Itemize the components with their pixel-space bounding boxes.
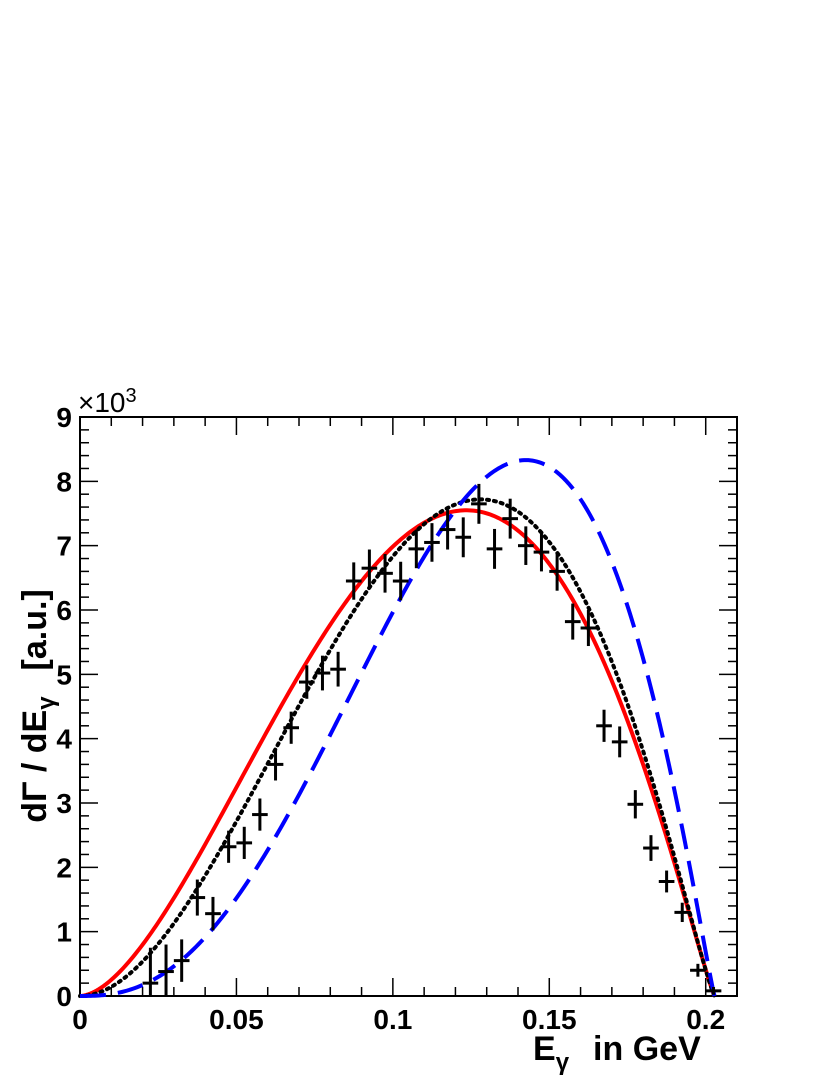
x-tick-label: 0 [72, 1004, 88, 1035]
data-point [361, 549, 378, 587]
tick-labels: 0 0.05 0.1 0.15 0.2 0 1 2 3 4 5 6 7 8 9 [56, 402, 725, 1035]
curve-dashed [80, 458, 717, 998]
data-point [424, 523, 440, 562]
data-point [705, 986, 722, 995]
y-tick-label: 5 [56, 659, 72, 690]
data-point [690, 963, 706, 977]
data-point [392, 561, 409, 601]
y-axis-title: dΓ / dEγ[a.u.] [16, 589, 60, 823]
curve-solid [79, 508, 717, 998]
data-point [564, 603, 581, 640]
data-point [314, 655, 331, 691]
y-tick-label: 8 [56, 466, 72, 497]
data-point [299, 665, 315, 699]
data-point [220, 830, 237, 863]
data-point [627, 790, 644, 819]
data-point [158, 944, 174, 996]
data-point [502, 498, 518, 539]
x-tick-label: 0.15 [522, 1004, 577, 1035]
y-tick-label: 6 [56, 595, 72, 626]
data-point [580, 610, 597, 647]
y-tick-label: 1 [56, 917, 72, 948]
data-points [142, 483, 722, 996]
data-point [674, 902, 691, 923]
y-tick-label: 3 [56, 788, 72, 819]
y-multiplier: ×103 [78, 385, 137, 418]
data-point [252, 798, 268, 831]
data-point [549, 552, 565, 591]
y-tick-label: 7 [56, 531, 72, 562]
y-tick-label: 4 [56, 724, 72, 755]
data-point [408, 529, 425, 569]
data-point [518, 526, 534, 565]
curve-dotted [78, 497, 717, 998]
data-point [330, 651, 346, 687]
data-point [267, 748, 284, 781]
model-curves [78, 458, 717, 998]
axis-ticks [79, 416, 738, 997]
data-point [439, 509, 456, 550]
y-tick-label: 0 [56, 981, 72, 1012]
data-point [643, 835, 659, 861]
x-tick-label: 0.05 [209, 1004, 264, 1035]
data-point [611, 726, 628, 758]
data-point [455, 517, 472, 558]
x-tick-label: 0.1 [373, 1004, 412, 1035]
data-point [533, 532, 550, 572]
data-point [377, 554, 393, 593]
x-axis-title: Eγ in GeV [533, 1030, 701, 1075]
data-point [658, 870, 675, 893]
plot-frame [79, 416, 738, 997]
data-point [283, 711, 299, 744]
data-point [596, 709, 612, 742]
data-point [142, 947, 159, 996]
y-tick-label: 2 [56, 852, 72, 883]
data-point [189, 879, 206, 916]
x-tick-label: 0.2 [686, 1004, 725, 1035]
data-point [471, 483, 487, 524]
data-point [486, 528, 503, 569]
data-point [205, 896, 221, 931]
data-point [345, 562, 362, 600]
y-tick-label: 9 [56, 402, 72, 433]
data-point [173, 939, 190, 982]
data-point [236, 826, 253, 859]
